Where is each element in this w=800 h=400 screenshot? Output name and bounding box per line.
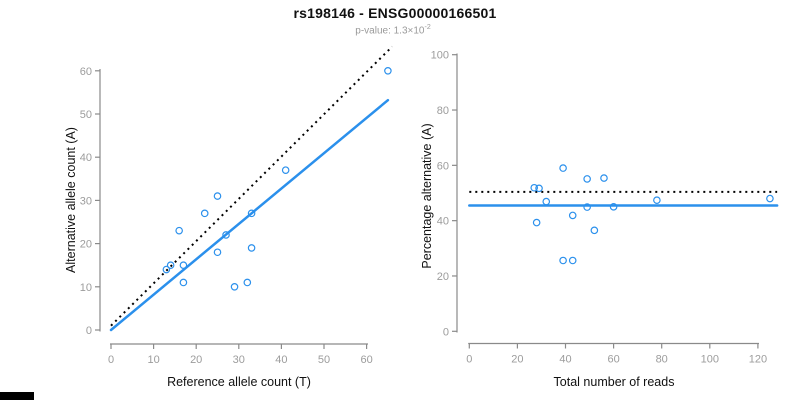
y-tick-label: 50 [80, 109, 92, 121]
pvalue-subtitle: p-value: 1.3×10-2 [0, 24, 786, 36]
pvalue-label: p-value: [355, 25, 394, 37]
x-axis-title: Reference allele count (T) [167, 375, 311, 389]
data-point [535, 184, 543, 193]
y-tick-label: 0 [86, 325, 92, 337]
x-tick-label: 20 [190, 354, 202, 366]
data-point [213, 192, 222, 200]
data-point [542, 197, 551, 206]
data-point [568, 256, 577, 265]
data-point [609, 203, 618, 211]
y-tick-label: 0 [443, 326, 449, 338]
data-point [247, 244, 256, 252]
fitted-line [109, 98, 390, 332]
data-point [766, 194, 774, 203]
x-tick-label: 60 [607, 354, 619, 366]
data-point [532, 218, 541, 227]
y-axis-title: Alternative allele count (A) [64, 127, 78, 273]
data-point [247, 209, 256, 218]
y-tick-label: 60 [80, 66, 92, 78]
x-tick-label: 100 [701, 354, 719, 366]
pvalue-mantissa: 1.3×10 [393, 25, 425, 37]
y-tick-label: 30 [80, 195, 92, 207]
left-plot: 0 10 20 30 40 50 60 0 10 20 30 40 50 60 Reference alle… [64, 45, 393, 389]
x-tick-label: 60 [360, 354, 372, 366]
y-tick-label: 10 [80, 282, 92, 294]
data-point [166, 261, 175, 270]
data-point [230, 282, 239, 291]
x-tick-label: 40 [275, 354, 287, 366]
y-axis-title: Percentage alternative (A) [420, 123, 434, 268]
x-tick-label: 0 [108, 354, 114, 366]
y-tick-label: 40 [80, 152, 92, 164]
x-axis-title: Total number of reads [554, 375, 675, 389]
data-point [530, 183, 539, 192]
x-tick-label: 50 [318, 354, 330, 366]
x-tick-label: 0 [466, 354, 472, 366]
expected-50pct-line [110, 45, 393, 327]
data-point [590, 226, 599, 235]
y-tick-label: 100 [431, 50, 449, 62]
data-point [384, 67, 392, 75]
data-point [179, 278, 188, 287]
x-tick-label: 30 [233, 354, 245, 366]
data-point [568, 211, 577, 220]
y-tick-label: 20 [80, 239, 92, 251]
y-tick-label: 60 [437, 160, 449, 172]
y-tick-label: 40 [437, 216, 449, 228]
x-tick-label: 120 [749, 354, 767, 366]
x-tick-label: 10 [147, 354, 159, 366]
x-tick-label: 40 [559, 354, 571, 366]
bottom-left-screen-artifact [0, 392, 34, 400]
data-point [222, 231, 230, 239]
data-point [600, 174, 608, 182]
data-point [200, 209, 209, 218]
data-point [583, 175, 591, 183]
data-point [162, 265, 171, 274]
data-point [243, 278, 252, 287]
data-point [583, 203, 591, 211]
data-point [281, 166, 290, 174]
pvalue-exponent: -2 [424, 24, 431, 31]
right-plot: 0 20 40 60 80 100 120 0 20 40 60 80 100 Total number … [420, 50, 779, 389]
data-point [653, 196, 661, 204]
data-point [175, 226, 183, 235]
y-tick-label: 80 [437, 105, 449, 117]
data-point [559, 164, 567, 172]
data-point [179, 261, 188, 270]
x-tick-label: 20 [511, 354, 523, 366]
data-point [559, 256, 567, 265]
y-tick-label: 20 [437, 271, 449, 283]
x-tick-label: 80 [656, 354, 668, 366]
data-point [213, 248, 222, 257]
page-title: rs198146 - ENSG00000166501 [293, 5, 497, 21]
